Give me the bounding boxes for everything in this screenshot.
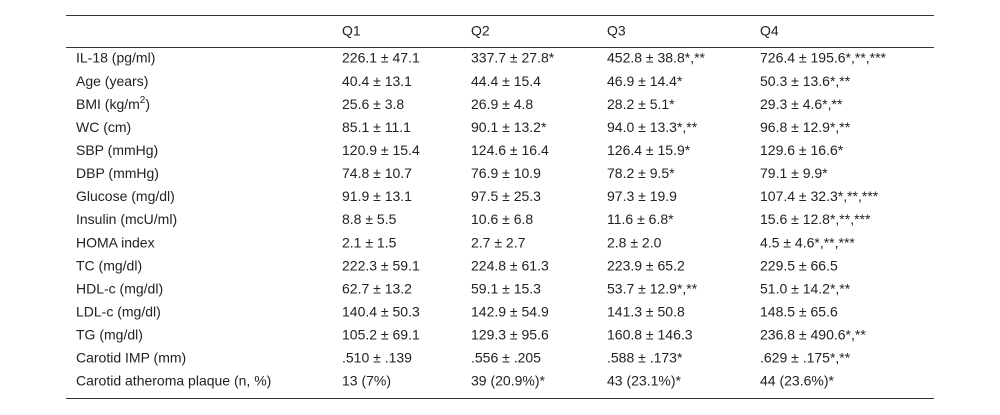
cell: 337.7 ± 27.8* [471,50,555,66]
row-label: WC (cm) [76,119,131,135]
cell: 46.9 ± 14.4* [607,73,683,89]
cell: 8.8 ± 5.5 [342,211,397,227]
row-label: Carotid IMP (mm) [76,350,186,366]
row-label: BMI (kg/m2) [76,95,150,112]
cell: 105.2 ± 69.1 [342,327,420,343]
cell: 129.3 ± 95.6 [471,327,549,343]
cell: 59.1 ± 15.3 [471,280,541,296]
row-label: Age (years) [76,73,148,89]
row-label: LDL-c (mg/dl) [76,303,161,319]
cell: 85.1 ± 11.1 [342,119,411,135]
cell: 2.1 ± 1.5 [342,234,397,250]
cell: 142.9 ± 54.9 [471,303,549,319]
row-label: DBP (mmHg) [76,165,159,181]
row-label-sup: 2 [140,95,146,106]
row-label: HDL-c (mg/dl) [76,280,163,296]
cell: 62.7 ± 13.2 [342,280,412,296]
cell: 79.1 ± 9.9* [760,165,828,181]
cell: 160.8 ± 146.3 [607,327,693,343]
column-header: Q3 [607,23,626,39]
cell: 53.7 ± 12.9*,** [607,280,698,296]
cell: .510 ± .139 [342,350,412,366]
cell: 126.4 ± 15.9* [607,142,691,158]
cell: 452.8 ± 38.8*,** [607,50,706,66]
cell: 40.4 ± 13.1 [342,73,412,89]
cell: 107.4 ± 32.3*,**,*** [760,188,879,204]
cell: 13 (7%) [342,373,391,389]
row-label: Insulin (mcU/ml) [76,211,177,227]
cell: 4.5 ± 4.6*,**,*** [760,234,855,250]
cell: 44.4 ± 15.4 [471,73,541,89]
cell: 26.9 ± 4.8 [471,96,533,112]
cell: 11.6 ± 6.8* [607,211,674,227]
cell: 229.5 ± 66.5 [760,257,838,273]
row-label: IL-18 (pg/ml) [76,50,155,66]
column-header: Q2 [471,23,490,39]
row-label-end: ) [145,96,150,112]
cell: 39 (20.9%)* [471,373,545,389]
cell: 96.8 ± 12.9*,** [760,119,851,135]
cell: 51.0 ± 14.2*,** [760,280,851,296]
cell: 15.6 ± 12.8*,**,*** [760,211,871,227]
row-label-text: BMI (kg/m [76,96,140,112]
cell: 129.6 ± 16.6* [760,142,844,158]
cell: 74.8 ± 10.7 [342,165,412,181]
cell: 223.9 ± 65.2 [607,257,685,273]
cell: 141.3 ± 50.8 [607,303,685,319]
cell: 120.9 ± 15.4 [342,142,420,158]
row-label: Carotid atheroma plaque (n, %) [76,373,271,389]
cell: 94.0 ± 13.3*,** [607,119,698,135]
cell: .629 ± .175*,** [760,350,851,366]
cell: 25.6 ± 3.8 [342,96,404,112]
cell: 2.7 ± 2.7 [471,234,526,250]
cell: .556 ± .205 [471,350,541,366]
cell: 97.3 ± 19.9 [607,188,677,204]
cell: 91.9 ± 13.1 [342,188,412,204]
cell: 726.4 ± 195.6*,**,*** [760,50,887,66]
cell: 222.3 ± 59.1 [342,257,420,273]
cell: 10.6 ± 6.8 [471,211,533,227]
cell: 29.3 ± 4.6*,** [760,96,843,112]
cell: 2.8 ± 2.0 [607,234,662,250]
row-label: Glucose (mg/dl) [76,188,175,204]
cell: 226.1 ± 47.1 [342,50,420,66]
cell: 76.9 ± 10.9 [471,165,541,181]
cell: .588 ± .173* [607,350,683,366]
cell: 78.2 ± 9.5* [607,165,675,181]
cell: 148.5 ± 65.6 [760,303,838,319]
cell: 124.6 ± 16.4 [471,142,549,158]
cell: 43 (23.1%)* [607,373,681,389]
cell: 44 (23.6%)* [760,373,834,389]
cell: 140.4 ± 50.3 [342,303,420,319]
cell: 236.8 ± 490.6*,** [760,327,866,343]
row-label: HOMA index [76,234,155,250]
row-label: TC (mg/dl) [76,257,142,273]
column-header: Q1 [342,23,361,39]
row-label: SBP (mmHg) [76,142,158,158]
row-label: TG (mg/dl) [76,327,143,343]
cell: 90.1 ± 13.2* [471,119,547,135]
cell: 50.3 ± 13.6*,** [760,73,851,89]
cell: 28.2 ± 5.1* [607,96,675,112]
cell: 224.8 ± 61.3 [471,257,549,273]
cell: 97.5 ± 25.3 [471,188,541,204]
column-header: Q4 [760,23,779,39]
